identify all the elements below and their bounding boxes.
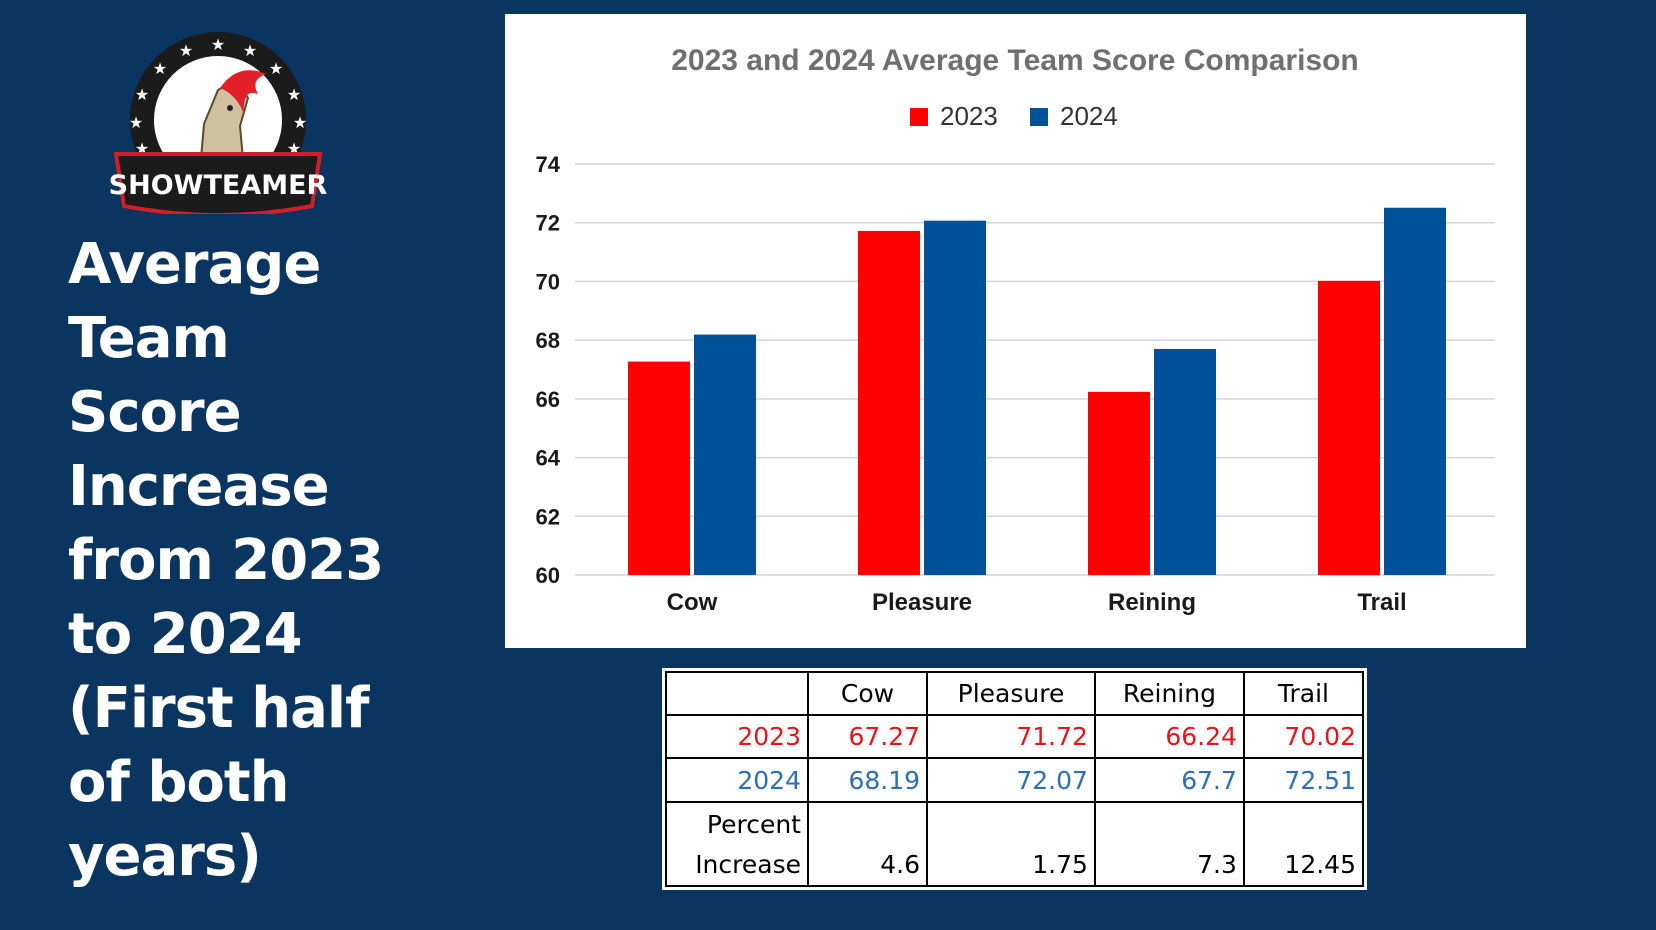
table-cell: 12.45 (1242, 800, 1365, 888)
svg-text:★: ★ (243, 43, 257, 60)
table-header-cell: Trail (1242, 670, 1365, 717)
x-tick-label: Pleasure (872, 589, 972, 616)
table-cell: 72.07 (926, 757, 1096, 803)
row-label: 2024 (665, 757, 809, 803)
y-tick-label: 72 (536, 211, 560, 236)
svg-text:★: ★ (153, 61, 167, 78)
horse-head-icon (198, 70, 266, 171)
chart-title: 2023 and 2024 Average Team Score Compari… (671, 44, 1359, 77)
headline-line: Team (68, 306, 230, 371)
headline-line: (First half (68, 676, 369, 741)
logo-text: SHOWTEAMER (109, 170, 328, 201)
svg-text:★: ★ (287, 87, 301, 104)
table-cell: 1.75 (926, 800, 1096, 888)
bar-2024-reining (1154, 348, 1216, 575)
star-ring-icon: ★ ★ ★ ★ ★ ★ ★ ★ ★ ★ ★ (129, 37, 307, 158)
table-header-row: Cow Pleasure Reining Trail (665, 670, 1365, 717)
table-cell: 68.19 (806, 757, 929, 803)
svg-text:★: ★ (179, 43, 193, 60)
bar-2023-trail (1318, 280, 1380, 575)
table-cell: 67.27 (806, 714, 929, 760)
row-label: 2023 (665, 714, 809, 760)
headline: Average Team Score Increase from 2023 to 2024… (68, 228, 398, 894)
headline-line: of both (68, 750, 290, 815)
legend-label: 2024 (1060, 101, 1118, 131)
showteamer-logo: ★ ★ ★ ★ ★ ★ ★ ★ ★ ★ ★ SHOWTEAMER (109, 32, 328, 214)
legend-swatch (910, 108, 928, 126)
headline-line: Average (68, 232, 321, 297)
headline-line: Increase (68, 454, 330, 519)
headline-line: Score (68, 380, 242, 445)
table-cell: 72.51 (1242, 757, 1365, 803)
x-tick-label: Reining (1108, 589, 1196, 616)
table-cell: 4.6 (806, 800, 929, 888)
svg-text:★: ★ (269, 61, 283, 78)
table-row-2024: 2024 68.19 72.07 67.7 72.51 (665, 757, 1365, 803)
table-row-percent-increase: Percent Increase 4.6 1.75 7.3 12.45 (665, 800, 1365, 888)
bar-2023-pleasure (858, 230, 920, 576)
bar-2024-cow (694, 334, 756, 575)
row-label-line: Percent (706, 810, 801, 839)
svg-text:★: ★ (211, 37, 225, 54)
x-tick-label: Trail (1357, 589, 1406, 616)
headline-line: to 2024 (68, 602, 303, 667)
table-row-2023: 2023 67.27 71.72 66.24 70.02 (665, 714, 1365, 760)
table-header-cell: Pleasure (926, 670, 1096, 717)
bar-2023-reining (1088, 391, 1150, 575)
table-cell: 67.7 (1093, 757, 1245, 803)
y-tick-label: 66 (536, 387, 560, 412)
table-cell: 71.72 (926, 714, 1096, 760)
svg-text:★: ★ (135, 87, 149, 104)
legend-swatch (1030, 108, 1048, 126)
table-header-cell (665, 670, 809, 717)
bar-2024-pleasure (924, 220, 986, 575)
x-tick-label: Cow (667, 589, 718, 616)
bar-2024-trail (1384, 207, 1446, 576)
table-cell: 70.02 (1242, 714, 1365, 760)
bar-chart: 2023 and 2024 Average Team Score Compari… (536, 44, 1495, 616)
y-tick-label: 60 (536, 563, 560, 588)
row-label: Percent Increase (665, 800, 809, 888)
svg-text:★: ★ (129, 115, 143, 132)
table-header-cell: Cow (806, 670, 929, 717)
y-tick-label: 74 (536, 152, 561, 177)
row-label-line: Increase (695, 850, 801, 879)
data-table: Cow Pleasure Reining Trail 2023 67.27 71… (662, 668, 1367, 890)
chart-panel: 2023 and 2024 Average Team Score Compari… (505, 14, 1526, 648)
legend-label: 2023 (940, 101, 998, 131)
y-tick-label: 62 (536, 504, 560, 529)
bar-2023-cow (628, 361, 690, 575)
headline-line: from 2023 (68, 528, 384, 593)
headline-line: years) (68, 824, 262, 889)
table-header-cell: Reining (1093, 670, 1245, 717)
y-tick-label: 70 (536, 269, 560, 294)
table-cell: 66.24 (1093, 714, 1245, 760)
svg-text:★: ★ (293, 115, 307, 132)
table-cell: 7.3 (1093, 800, 1245, 888)
y-tick-label: 68 (536, 328, 560, 353)
y-tick-label: 64 (536, 446, 561, 471)
